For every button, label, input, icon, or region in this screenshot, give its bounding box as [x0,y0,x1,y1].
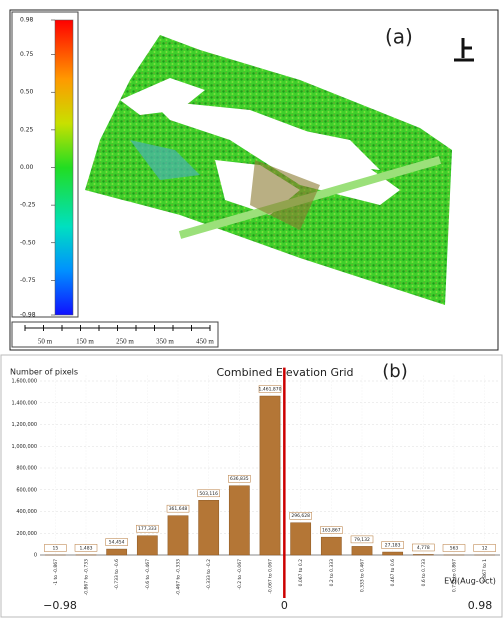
colorbar [55,20,73,315]
bottom-label: 0.98 [468,599,493,612]
colorbar-tick-label: -0.50 [20,239,36,246]
value-label: 27,183 [385,543,401,549]
bar [199,500,219,555]
x-tick-label: -1 to -0.867 [53,559,59,586]
scale-label: 450 m [196,338,214,346]
x-tick-label: -0.733 to -0.6 [114,559,120,590]
figure: (a) Number of pixels Combined Elevation … [0,0,503,618]
x-tick-label: 0.733 to 0.867 [452,559,458,592]
scale-label: 150 m [76,338,94,346]
y-tick-label: 0 [34,553,37,559]
value-label: 361,648 [169,506,188,512]
value-label: 15 [52,545,58,551]
bar [260,396,280,555]
y-axis-label: Number of pixels [10,368,78,377]
colorbar-tick-label: -0.75 [20,277,36,284]
colorbar-tick-label: -0.98 [20,312,36,319]
scale-label: 350 m [156,338,174,346]
chart-frame [1,355,502,617]
value-label: 79,132 [354,537,370,543]
y-tick-label: 1,400,000 [12,400,37,406]
x-tick-label: 0.2 to 0.333 [329,559,335,587]
bar [413,554,433,555]
bar [168,516,188,555]
bar [352,546,372,555]
colorbar-tick-label: -0.25 [20,202,36,209]
bottom-label: −0.98 [43,599,77,612]
bar [321,537,341,555]
bar [107,549,127,555]
value-label: 1,461,870 [259,387,282,393]
y-tick-label: 800,000 [16,466,37,472]
value-label: 296,628 [291,513,310,519]
bar [229,486,249,555]
x-tick-label: 0.067 to 0.2 [298,559,304,587]
value-label: 177,333 [138,526,157,532]
x-tick-label: 0.867 to 1 [482,559,488,582]
value-label: 163,867 [322,528,341,534]
y-tick-label: 1,600,000 [12,379,37,385]
bar [137,536,157,555]
y-tick-label: 600,000 [16,487,37,493]
scale-label: 50 m [38,338,53,346]
x-tick-label: 0.467 to 0.6 [390,559,396,587]
x-tick-label: -0.867 to -0.733 [84,559,90,596]
x-tick-label: -0.2 to -0.067 [237,559,243,590]
x-tick-label: 0.333 to 0.467 [360,559,366,592]
colorbar-tick-label: 0.98 [20,17,34,24]
value-label: 563 [450,545,459,551]
colorbar-tick-label: 0.75 [20,51,34,58]
value-label: 636,835 [230,476,249,482]
colorbar-tick-label: 0.25 [20,126,34,133]
value-label: 12 [482,545,488,551]
value-label: 54,454 [109,540,125,546]
value-label: 503,116 [199,491,218,497]
bar [291,523,311,555]
bar [383,552,403,555]
value-label: 1,483 [80,545,93,551]
bottom-label: 0 [281,599,288,612]
y-tick-label: 1,200,000 [12,422,37,428]
x-tick-label: -0.333 to -0.2 [206,559,212,590]
scale-label: 250 m [116,338,134,346]
x-tick-label: -0.6 to -0.467 [145,559,151,590]
colorbar-tick-label: 0.00 [20,164,34,171]
map-label: (a) [385,25,413,49]
colorbar-tick-label: 0.50 [20,89,34,96]
y-tick-label: 1,000,000 [12,444,37,450]
y-tick-label: 400,000 [16,509,37,515]
x-tick-label: -0.467 to -0.333 [176,559,182,596]
panel-label: (b) [382,361,407,382]
x-tick-label: 0.6 to 0.733 [421,559,427,587]
x-tick-label: -0.067 to 0.067 [268,559,274,594]
y-tick-label: 200,000 [16,531,37,537]
value-label: 4,778 [417,545,430,551]
